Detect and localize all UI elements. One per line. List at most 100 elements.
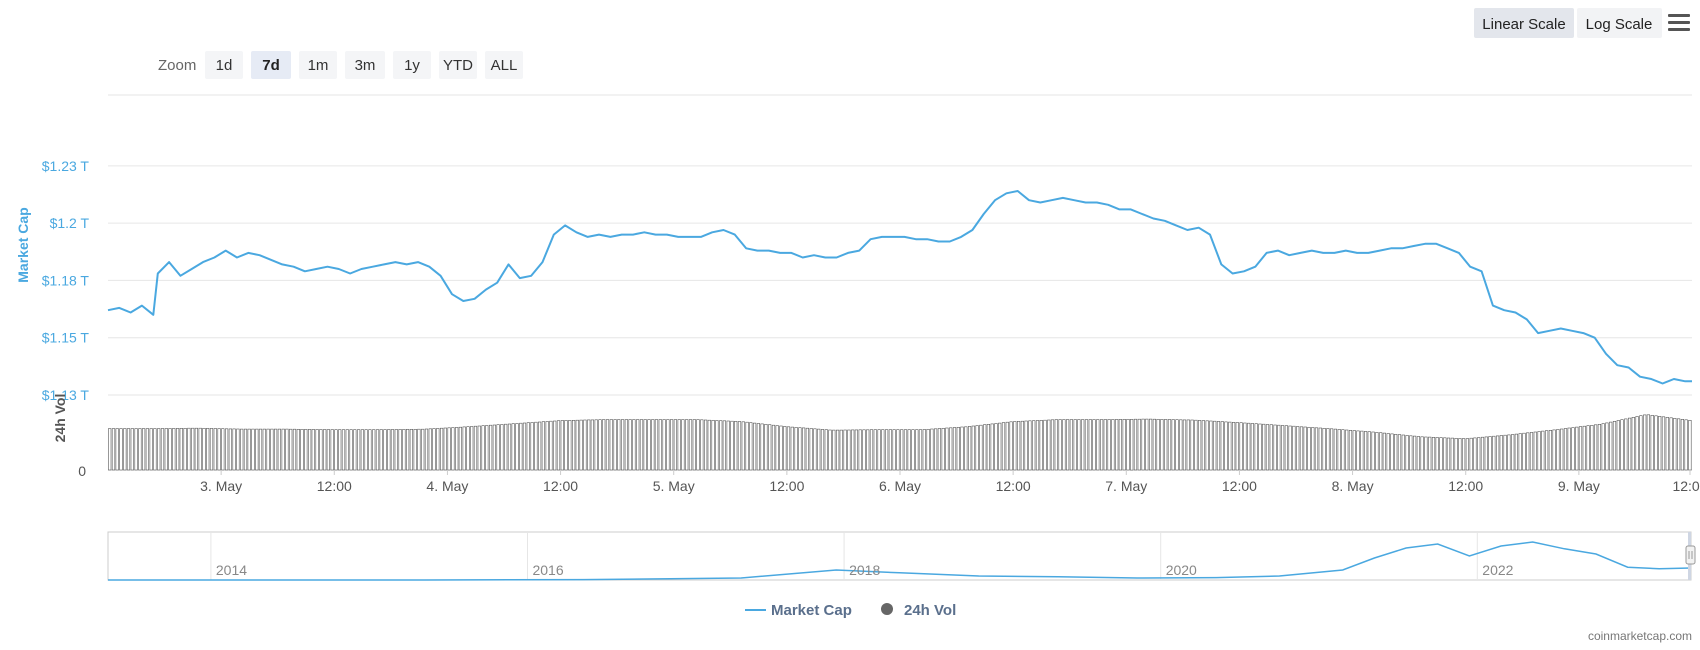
volume-bar bbox=[568, 420, 572, 471]
volume-bar bbox=[783, 426, 787, 471]
credits-link[interactable]: coinmarketcap.com bbox=[1588, 629, 1692, 643]
volume-bar bbox=[126, 428, 131, 471]
volume-bar bbox=[639, 419, 644, 471]
x-tick-label: 7. May bbox=[1105, 478, 1147, 494]
volume-bar bbox=[647, 419, 651, 471]
volume-bar bbox=[869, 429, 874, 471]
volume-bar bbox=[560, 420, 564, 471]
volume-bar bbox=[206, 427, 210, 471]
volume-bar bbox=[801, 427, 806, 471]
volume-bar bbox=[1058, 419, 1062, 471]
volume-bar bbox=[1409, 435, 1413, 471]
volume-bar bbox=[273, 428, 278, 471]
zoom-button-1m[interactable]: 1m bbox=[299, 51, 337, 79]
volume-bar bbox=[971, 425, 975, 471]
volume-bar bbox=[1035, 420, 1040, 471]
navigator[interactable]: 2014 2016 2018 2020 2022 bbox=[107, 531, 1696, 581]
volume-bar bbox=[1077, 419, 1081, 471]
zoom-button-ytd[interactable]: YTD bbox=[439, 51, 477, 79]
volume-bar bbox=[537, 421, 542, 471]
grid-lines bbox=[108, 94, 1692, 471]
linear-scale-button[interactable]: Linear Scale bbox=[1474, 8, 1574, 38]
volume-bar bbox=[654, 419, 659, 471]
volume-bar bbox=[1499, 435, 1503, 471]
volume-bar bbox=[1673, 417, 1677, 471]
navigator-year-label: 2016 bbox=[532, 562, 563, 578]
zoom-button-7d[interactable]: 7d bbox=[251, 51, 291, 79]
volume-bar bbox=[1450, 437, 1454, 471]
volume-bar bbox=[832, 429, 836, 471]
volume-bar bbox=[1548, 429, 1552, 471]
x-tick-label: 12:00 bbox=[996, 478, 1031, 494]
volume-bar bbox=[164, 428, 168, 471]
navigator-year-label: 2018 bbox=[849, 562, 880, 578]
volume-bar bbox=[1635, 416, 1639, 471]
volume-bar bbox=[1190, 419, 1194, 471]
volume-bar bbox=[828, 429, 832, 471]
volume-bar bbox=[685, 419, 689, 471]
volume-bar bbox=[839, 429, 843, 471]
volume-bar bbox=[353, 429, 357, 471]
volume-bar bbox=[209, 428, 214, 471]
volume-bar bbox=[1232, 421, 1236, 471]
volume-bar bbox=[145, 428, 150, 471]
volume-bar bbox=[719, 420, 723, 471]
y-tick-label: $1.15 T bbox=[42, 330, 90, 346]
volume-bar bbox=[1397, 434, 1402, 471]
volume-bar bbox=[258, 428, 263, 471]
navigator-grid bbox=[210, 532, 1478, 580]
volume-bar bbox=[666, 419, 670, 471]
volume-bar bbox=[994, 423, 998, 471]
volume-bar bbox=[1084, 419, 1089, 471]
volume-bar bbox=[1364, 431, 1368, 471]
volume-bar bbox=[266, 428, 270, 471]
volume-bar bbox=[605, 419, 610, 471]
volume-bar bbox=[1643, 414, 1647, 471]
volume-bar bbox=[1133, 418, 1138, 471]
volume-bar bbox=[1047, 419, 1051, 471]
zoom-button-3m[interactable]: 3m bbox=[345, 51, 385, 79]
volume-bar bbox=[1066, 419, 1070, 471]
legend-item-market-cap[interactable]: Market Cap bbox=[745, 602, 852, 619]
zoom-button-all[interactable]: ALL bbox=[485, 51, 523, 79]
volume-bar bbox=[756, 423, 760, 471]
volume-bar bbox=[534, 421, 538, 471]
volume-bar bbox=[1650, 414, 1654, 471]
volume-bar bbox=[1646, 414, 1650, 471]
volume-bar bbox=[734, 420, 738, 471]
volume-bar bbox=[1145, 418, 1149, 471]
volume-bar bbox=[1446, 437, 1451, 471]
legend-item-24h-vol[interactable]: 24h Vol bbox=[881, 602, 956, 619]
volume-bar bbox=[492, 424, 497, 471]
volume-bar bbox=[1330, 428, 1334, 471]
volume-bar bbox=[364, 429, 368, 471]
volume-bar bbox=[1167, 419, 1172, 471]
volume-bar bbox=[700, 419, 704, 471]
y-axis-ticks: $1.13 T $1.15 T $1.18 T $1.2 T $1.23 T bbox=[42, 158, 90, 403]
volume-bar bbox=[1269, 424, 1273, 471]
volume-bar bbox=[1152, 418, 1156, 471]
volume-bar bbox=[255, 428, 259, 471]
hamburger-menu-icon[interactable] bbox=[1664, 8, 1694, 38]
volume-bar bbox=[1175, 419, 1179, 471]
volume-bar bbox=[213, 428, 217, 471]
volume-bar bbox=[1213, 420, 1217, 471]
volume-bar bbox=[1628, 417, 1632, 471]
zoom-button-1y[interactable]: 1y bbox=[393, 51, 431, 79]
x-tick-label: 12:00 bbox=[543, 478, 578, 494]
navigator-handle[interactable] bbox=[1685, 545, 1696, 565]
volume-bar bbox=[142, 428, 146, 471]
volume-bar bbox=[620, 419, 625, 471]
navigator-labels: 2014 2016 2018 2020 2022 bbox=[216, 562, 1514, 578]
zoom-button-1d[interactable]: 1d bbox=[205, 51, 243, 79]
volume-bar bbox=[1484, 436, 1488, 471]
log-scale-button[interactable]: Log Scale bbox=[1577, 8, 1662, 38]
volume-bar bbox=[866, 429, 870, 471]
volume-bar bbox=[1292, 425, 1296, 471]
volume-bar bbox=[1054, 419, 1058, 471]
volume-bar bbox=[975, 425, 979, 471]
y-tick-label: $1.2 T bbox=[50, 215, 90, 231]
volume-bar bbox=[1130, 418, 1134, 471]
volume-bar bbox=[983, 424, 987, 471]
